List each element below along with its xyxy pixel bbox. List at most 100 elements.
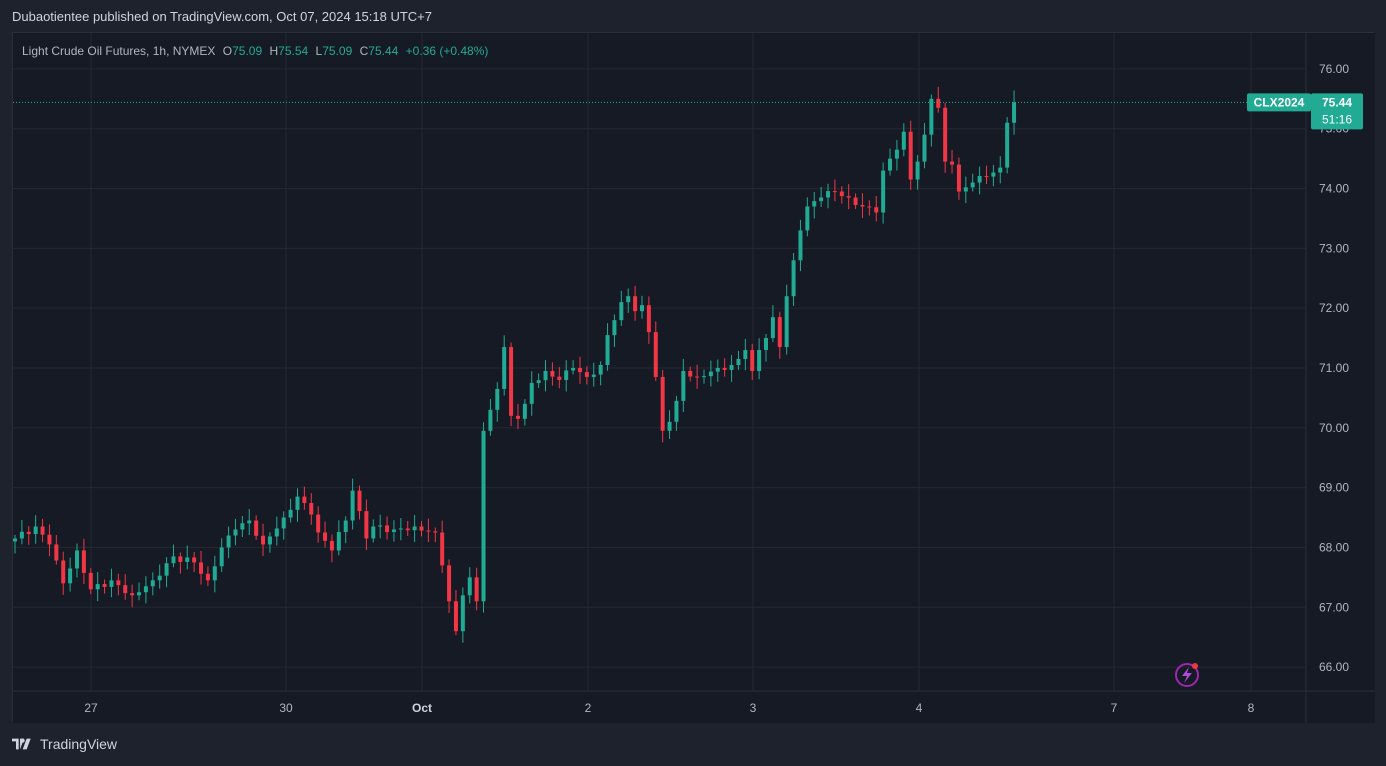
candle-body [481,430,486,602]
candle-body [936,98,941,108]
candle [398,518,403,541]
candle-body [688,370,693,377]
candle-body [419,526,424,531]
candle [757,338,762,380]
candle [460,587,465,643]
candle [819,186,824,207]
candle-body [598,364,603,375]
candle [95,572,100,602]
candle [47,524,52,557]
candle [929,94,934,147]
candle [385,516,390,540]
candle [150,572,155,596]
candle [963,176,968,204]
candle-body [440,532,445,566]
candle-body [75,550,80,569]
candle-body [164,563,169,576]
chart-pane[interactable]: 76.0075.0074.0073.0072.0071.0070.0069.00… [12,32,1375,723]
candle [991,164,996,187]
candle-body [543,370,548,381]
candle-body [571,367,576,371]
candle [529,371,534,416]
candle [639,295,644,319]
candle [832,179,837,202]
candle [391,520,396,542]
candle-body [281,517,286,529]
candle-body [88,572,93,590]
candle-body [199,562,204,574]
candle [267,532,272,553]
candle [233,518,238,546]
candle-body [846,196,851,198]
published-line: Dubaotientee published on TradingView.co… [12,9,433,24]
candle [247,508,252,536]
candle [40,518,45,543]
candle-body [674,400,679,422]
price-tag-bg [1311,93,1363,130]
candle-body [398,528,403,530]
candlestick-chart[interactable]: 76.0075.0074.0073.0072.0071.0070.0069.00… [13,33,1375,723]
candle [453,590,458,636]
candle [323,521,328,548]
candle [722,358,727,377]
candle-body [109,580,114,587]
candle [557,367,562,389]
candle [908,120,913,190]
candle [839,186,844,204]
symbol-price-tag: CLX2024 75.44 51:16 [1247,93,1363,130]
candle [770,305,775,343]
candle [922,122,927,169]
footer-brand[interactable]: TradingView [12,736,117,752]
candle [515,403,520,430]
lightning-bolt-icon[interactable] [1175,663,1199,687]
candle-body [254,520,259,536]
candle-body [633,296,638,312]
candle [660,369,665,443]
candle-body [54,544,59,561]
candle-body [660,376,665,431]
candle [171,544,176,568]
candle-body [509,347,514,416]
candle [481,422,486,613]
candle-body [956,164,961,192]
candle-body [274,528,279,537]
candle [254,515,259,540]
candle [1005,117,1010,174]
candle [143,576,148,604]
candle [467,567,472,604]
candle [447,559,452,614]
candle [502,335,507,396]
candle [68,557,73,592]
lightning-icon-bolt [1182,667,1192,683]
candle-body [385,525,390,533]
candle-body [350,490,355,521]
candle [212,555,217,593]
candle [984,165,989,185]
candle-body [777,317,782,348]
legend-change: +0.36 (+0.48%) [405,44,489,58]
candle [13,534,17,554]
legend-low-label: L [315,44,323,58]
candle [612,314,617,348]
candle-body [247,520,252,524]
candle-body [33,526,38,535]
candle-body [150,580,155,587]
y-tick-label: 69.00 [1319,481,1349,495]
legend-title[interactable]: Light Crude Oil Futures, 1h, NYMEX [22,44,216,58]
candle-body [626,296,631,303]
candle-body [143,586,148,593]
candle-body [908,131,913,180]
candle-body [205,573,210,581]
candle-body [901,131,906,150]
candle-body [860,205,865,207]
candle [901,123,906,157]
candle-body [81,550,86,573]
candle [495,382,500,422]
candle-body [1012,102,1017,123]
candle-body [757,350,762,371]
chart-legend: Light Crude Oil Futures, 1h, NYMEX O75.0… [22,44,488,58]
candle [915,155,920,190]
candle [764,334,769,362]
candle [853,193,858,210]
candle-body [240,523,245,530]
